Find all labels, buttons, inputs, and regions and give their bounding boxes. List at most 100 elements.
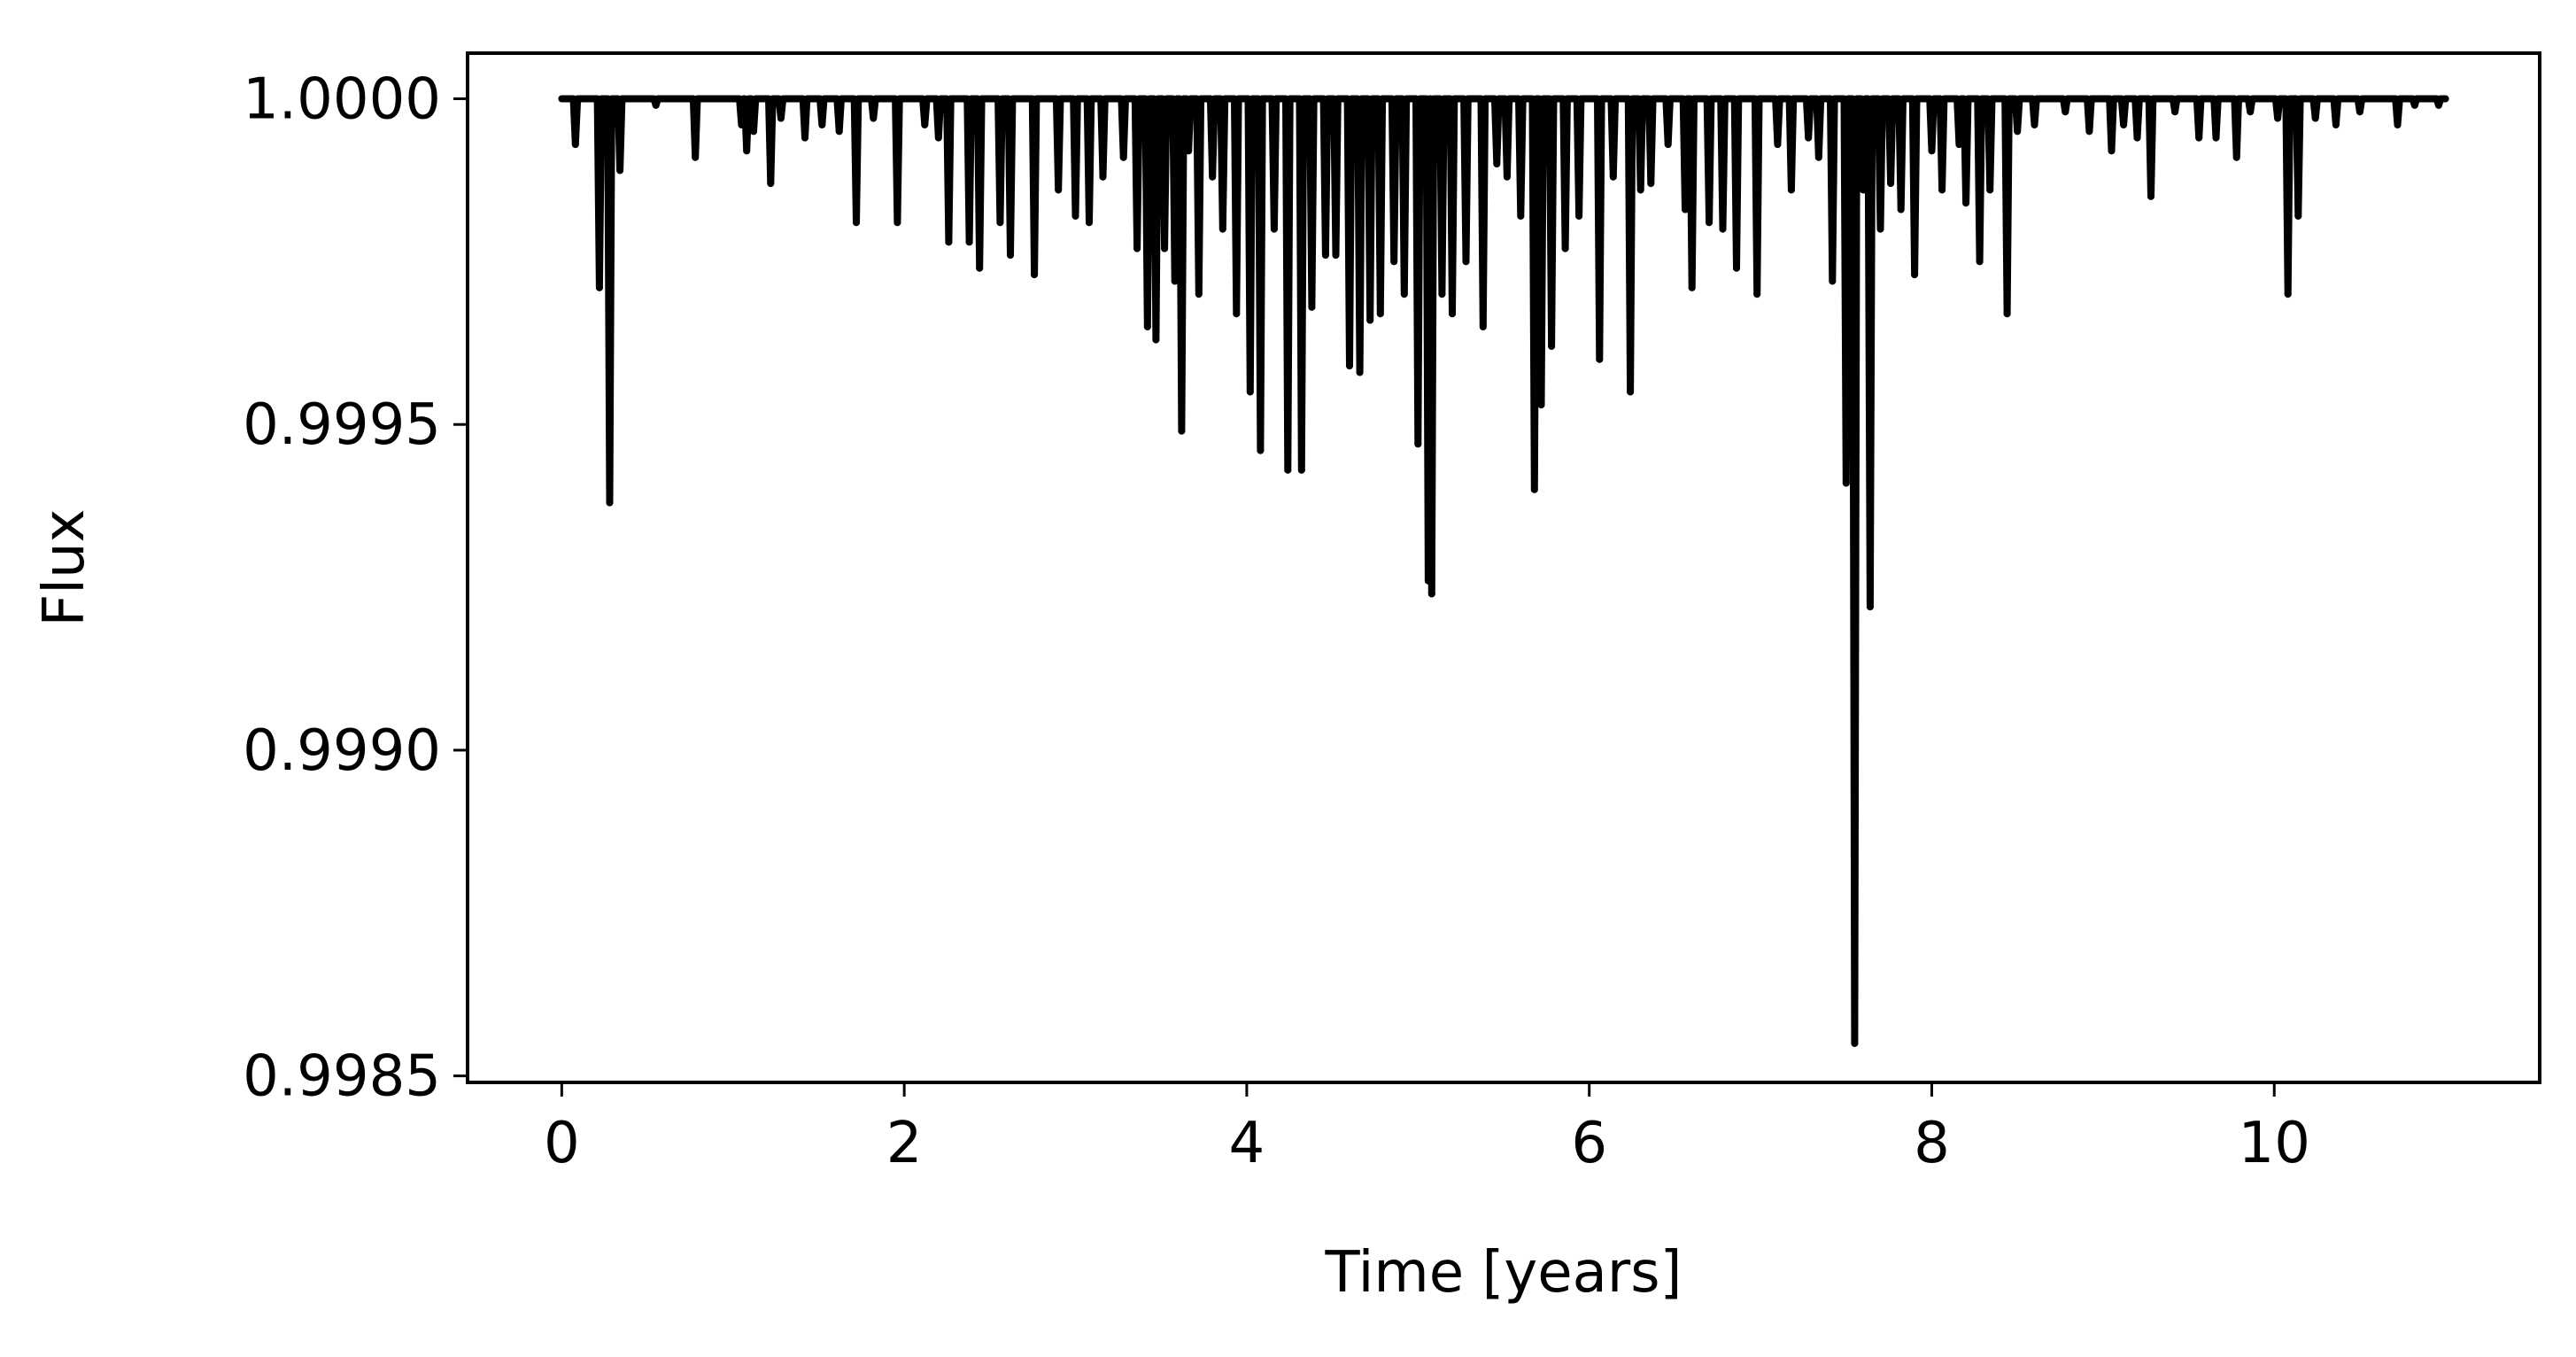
flux-dip-point [2014, 128, 2022, 136]
flux-dip-point [1517, 212, 1525, 220]
flux-dip-point [1636, 186, 1644, 194]
y-tick-label: 0.9990 [243, 718, 441, 784]
y-tick-label: 1.0000 [243, 66, 441, 132]
flux-dip-point [976, 264, 984, 272]
flux-dip-point [945, 238, 953, 246]
flux-dip-point [2274, 114, 2282, 122]
flux-dip-point [743, 147, 751, 155]
x-tick-label: 8 [1914, 1111, 1950, 1176]
flux-dip-point [1627, 388, 1635, 396]
flux-dip-point [2284, 291, 2292, 299]
flux-dip-point [2031, 120, 2038, 128]
flux-dip-point [1493, 160, 1501, 167]
flux-dip-point [934, 134, 942, 142]
flux-dip-point [1209, 173, 1217, 181]
x-axis-ticks: 0 2 4 6 8 10 [544, 1082, 2310, 1176]
flux-dip-point [1938, 186, 1946, 194]
flux-dip-point [1257, 446, 1265, 454]
flux-dip-point [1143, 322, 1151, 330]
flux-dip-point [1851, 1039, 1859, 1047]
x-tick-label: 4 [1229, 1111, 1265, 1176]
flux-dip-point [1427, 590, 1435, 598]
flux-dip-point [2311, 114, 2319, 122]
flux-series-layer [558, 95, 2449, 1047]
flux-dip-point [2232, 153, 2240, 161]
flux-dip-point [1449, 310, 1456, 318]
flux-dip-point [1911, 271, 1919, 279]
flux-dip-point [2062, 108, 2069, 116]
flux-dip-point [1161, 244, 1169, 252]
flux-dip-point [2171, 108, 2179, 116]
flux-dip-point [2108, 147, 2116, 155]
flux-dip-point [893, 219, 901, 227]
flux-dip-point [616, 167, 624, 174]
flux-dip-point [1976, 258, 1984, 266]
flux-dip-point [1356, 368, 1364, 376]
flux-series-line [558, 95, 2449, 1047]
flux-dip-point [1119, 153, 1127, 161]
flux-dip-point [1086, 219, 1093, 227]
flux-dip-point [777, 114, 785, 122]
flux-dip-point [1233, 310, 1241, 318]
flux-dip-point [606, 499, 614, 507]
flux-dip-point [1897, 205, 1905, 213]
flux-dip-point [853, 219, 860, 227]
flux-dip-point [1962, 199, 1970, 207]
flux-dip-point [835, 128, 843, 136]
flux-dip-point [1664, 141, 1672, 148]
flux-dip-point [1332, 252, 1340, 259]
flux-dip-point [818, 120, 826, 128]
flux-dip-point [1185, 147, 1193, 155]
flux-dip-point [652, 101, 660, 109]
flux-dip-point [1438, 291, 1446, 299]
flux-dip-point [1829, 277, 1837, 285]
x-tick-label: 10 [2239, 1111, 2310, 1176]
flux-dip-point [767, 180, 775, 188]
flux-dip-point [1548, 342, 1556, 350]
flux-dip-point [1321, 252, 1329, 259]
flux-dip-point [1171, 277, 1179, 285]
flux-dip-point [1530, 485, 1538, 493]
flux-dip-point [2356, 108, 2363, 116]
flux-dip-point [1842, 479, 1850, 487]
flux-dip-point [2410, 101, 2418, 109]
flux-dip-point [1682, 205, 1689, 213]
flux-dip-point [2195, 134, 2203, 142]
flux-dip-point [1055, 186, 1063, 194]
x-tick-label: 2 [886, 1111, 923, 1176]
flux-dip-point [870, 114, 878, 122]
flux-dip-point [2434, 101, 2442, 109]
flux-dip-point [750, 128, 757, 136]
flux-dip-point [1706, 219, 1713, 227]
flux-dip-point [1774, 141, 1782, 148]
flux-dip-point [801, 134, 808, 142]
flux-dip-point [1390, 258, 1398, 266]
flux-dip-point [1814, 153, 1822, 161]
flux-dip-point [1297, 466, 1305, 474]
flux-dip-point [1424, 577, 1432, 585]
flux-dip-point [1561, 244, 1569, 252]
x-tick-label: 0 [544, 1111, 580, 1176]
flux-dip-point [1887, 180, 1895, 188]
flux-dip-point [1400, 291, 1408, 299]
flux-dip-point [2085, 128, 2093, 136]
flux-dip-point [1376, 310, 1384, 318]
flux-dip-point [1270, 225, 1278, 233]
flux-dip-point [1178, 427, 1186, 435]
flux-dip-point [1007, 252, 1014, 259]
flux-dip-point [1986, 186, 1994, 194]
flux-dip-point [1284, 466, 1292, 474]
flux-dip-point [2394, 120, 2402, 128]
flux-dip-point [1479, 322, 1487, 330]
flux-dip-point [1366, 316, 1374, 324]
y-tick-label: 0.9985 [243, 1044, 441, 1110]
flux-dip-point [1609, 173, 1617, 181]
flux-dip-point [2147, 192, 2154, 200]
flux-dip-point [571, 141, 579, 148]
flux-dip-point [2294, 212, 2302, 220]
flux-dip-point [1152, 336, 1160, 344]
flux-dip-point [1218, 225, 1226, 233]
flux-dip-point [1133, 244, 1141, 252]
flux-dip-point [1866, 603, 1874, 611]
